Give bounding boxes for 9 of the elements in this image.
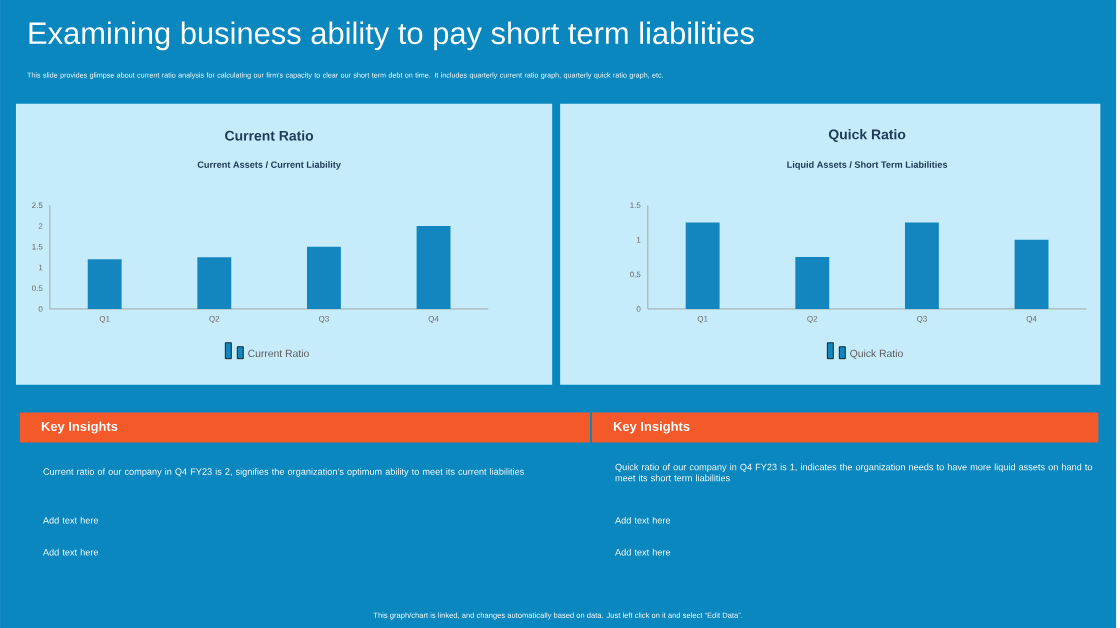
bar (1014, 239, 1049, 310)
bar (306, 246, 341, 310)
bar (197, 257, 232, 310)
bar (685, 222, 720, 310)
bar (416, 226, 451, 310)
bar (904, 222, 939, 310)
bar (87, 259, 122, 310)
bar (795, 257, 830, 310)
text: Examining business ability to pay short term liabilities (29, 21, 754, 51)
